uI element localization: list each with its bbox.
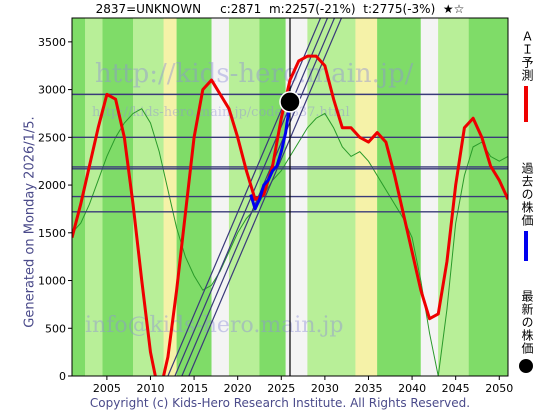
plot-frame	[71, 17, 509, 377]
header-target: t:2775(-3%)	[363, 2, 436, 16]
x-axis: 2005 2010 2015 2020 2025 2030 2035 2040 2045 2050	[93, 376, 513, 395]
y-tick-label-2: 1000	[38, 275, 66, 288]
x-tick-label-6: 2035	[354, 382, 382, 395]
watermark-0: http://kids-hero.main.jp/	[95, 59, 414, 89]
legend-past-swatch	[524, 231, 528, 261]
legend-latest-dot	[519, 359, 533, 373]
latest-marker-group	[279, 91, 301, 113]
header-model: m:2257(-21%)	[268, 2, 356, 16]
watermark-1: http://kids-hero.main.jp/code2837.html	[92, 105, 350, 120]
legend-latest-label: 最新の株価	[520, 290, 534, 355]
y-axis: 0 500 1000 1500 2000 2500 3000 3500	[38, 36, 72, 383]
y-tick-label-4: 2000	[38, 179, 66, 192]
header-rating: ★☆	[442, 2, 465, 16]
x-tick-label-2: 2015	[180, 382, 208, 395]
legend-ai: ＡＩ予測	[519, 30, 539, 122]
y-tick-label-6: 3000	[38, 84, 66, 97]
x-tick-label-0: 2005	[93, 382, 121, 395]
prediction-line-group	[72, 54, 508, 376]
x-tick-label-5: 2030	[311, 382, 339, 395]
y-tick-label-0: 0	[59, 370, 66, 383]
y-tick-label-3: 1500	[38, 227, 66, 240]
x-tick-label-9: 2050	[485, 382, 513, 395]
past-price-line-group	[249, 101, 292, 211]
x-tick-label-4: 2025	[267, 382, 295, 395]
legend-past-label: 過去の株価	[520, 162, 534, 227]
legend-past: 過去の株価	[519, 162, 539, 261]
header-current: c:2871	[220, 2, 262, 16]
y-tick-label-1: 500	[45, 322, 66, 335]
chart-header: 2837=UNKNOWN c:2871 m:2257(-21%) t:2775(…	[0, 2, 560, 16]
x-tick-label-1: 2010	[136, 382, 164, 395]
x-tick-label-8: 2045	[442, 382, 470, 395]
legend-ai-label: ＡＩ予測	[520, 30, 534, 82]
y-tick-label-5: 2500	[38, 131, 66, 144]
legend-latest: 最新の株価	[519, 290, 539, 373]
x-tick-label-3: 2020	[224, 382, 252, 395]
prediction-line	[72, 54, 508, 376]
header-code: 2837=UNKNOWN	[95, 2, 202, 16]
copyright-footer: Copyright (c) Kids-Hero Research Institu…	[89, 396, 471, 410]
legend-ai-swatch	[524, 86, 528, 122]
past-price-line	[249, 101, 292, 211]
y-tick-label-7: 3500	[38, 36, 66, 49]
latest-price-marker	[279, 91, 301, 113]
x-tick-label-7: 2040	[398, 382, 426, 395]
